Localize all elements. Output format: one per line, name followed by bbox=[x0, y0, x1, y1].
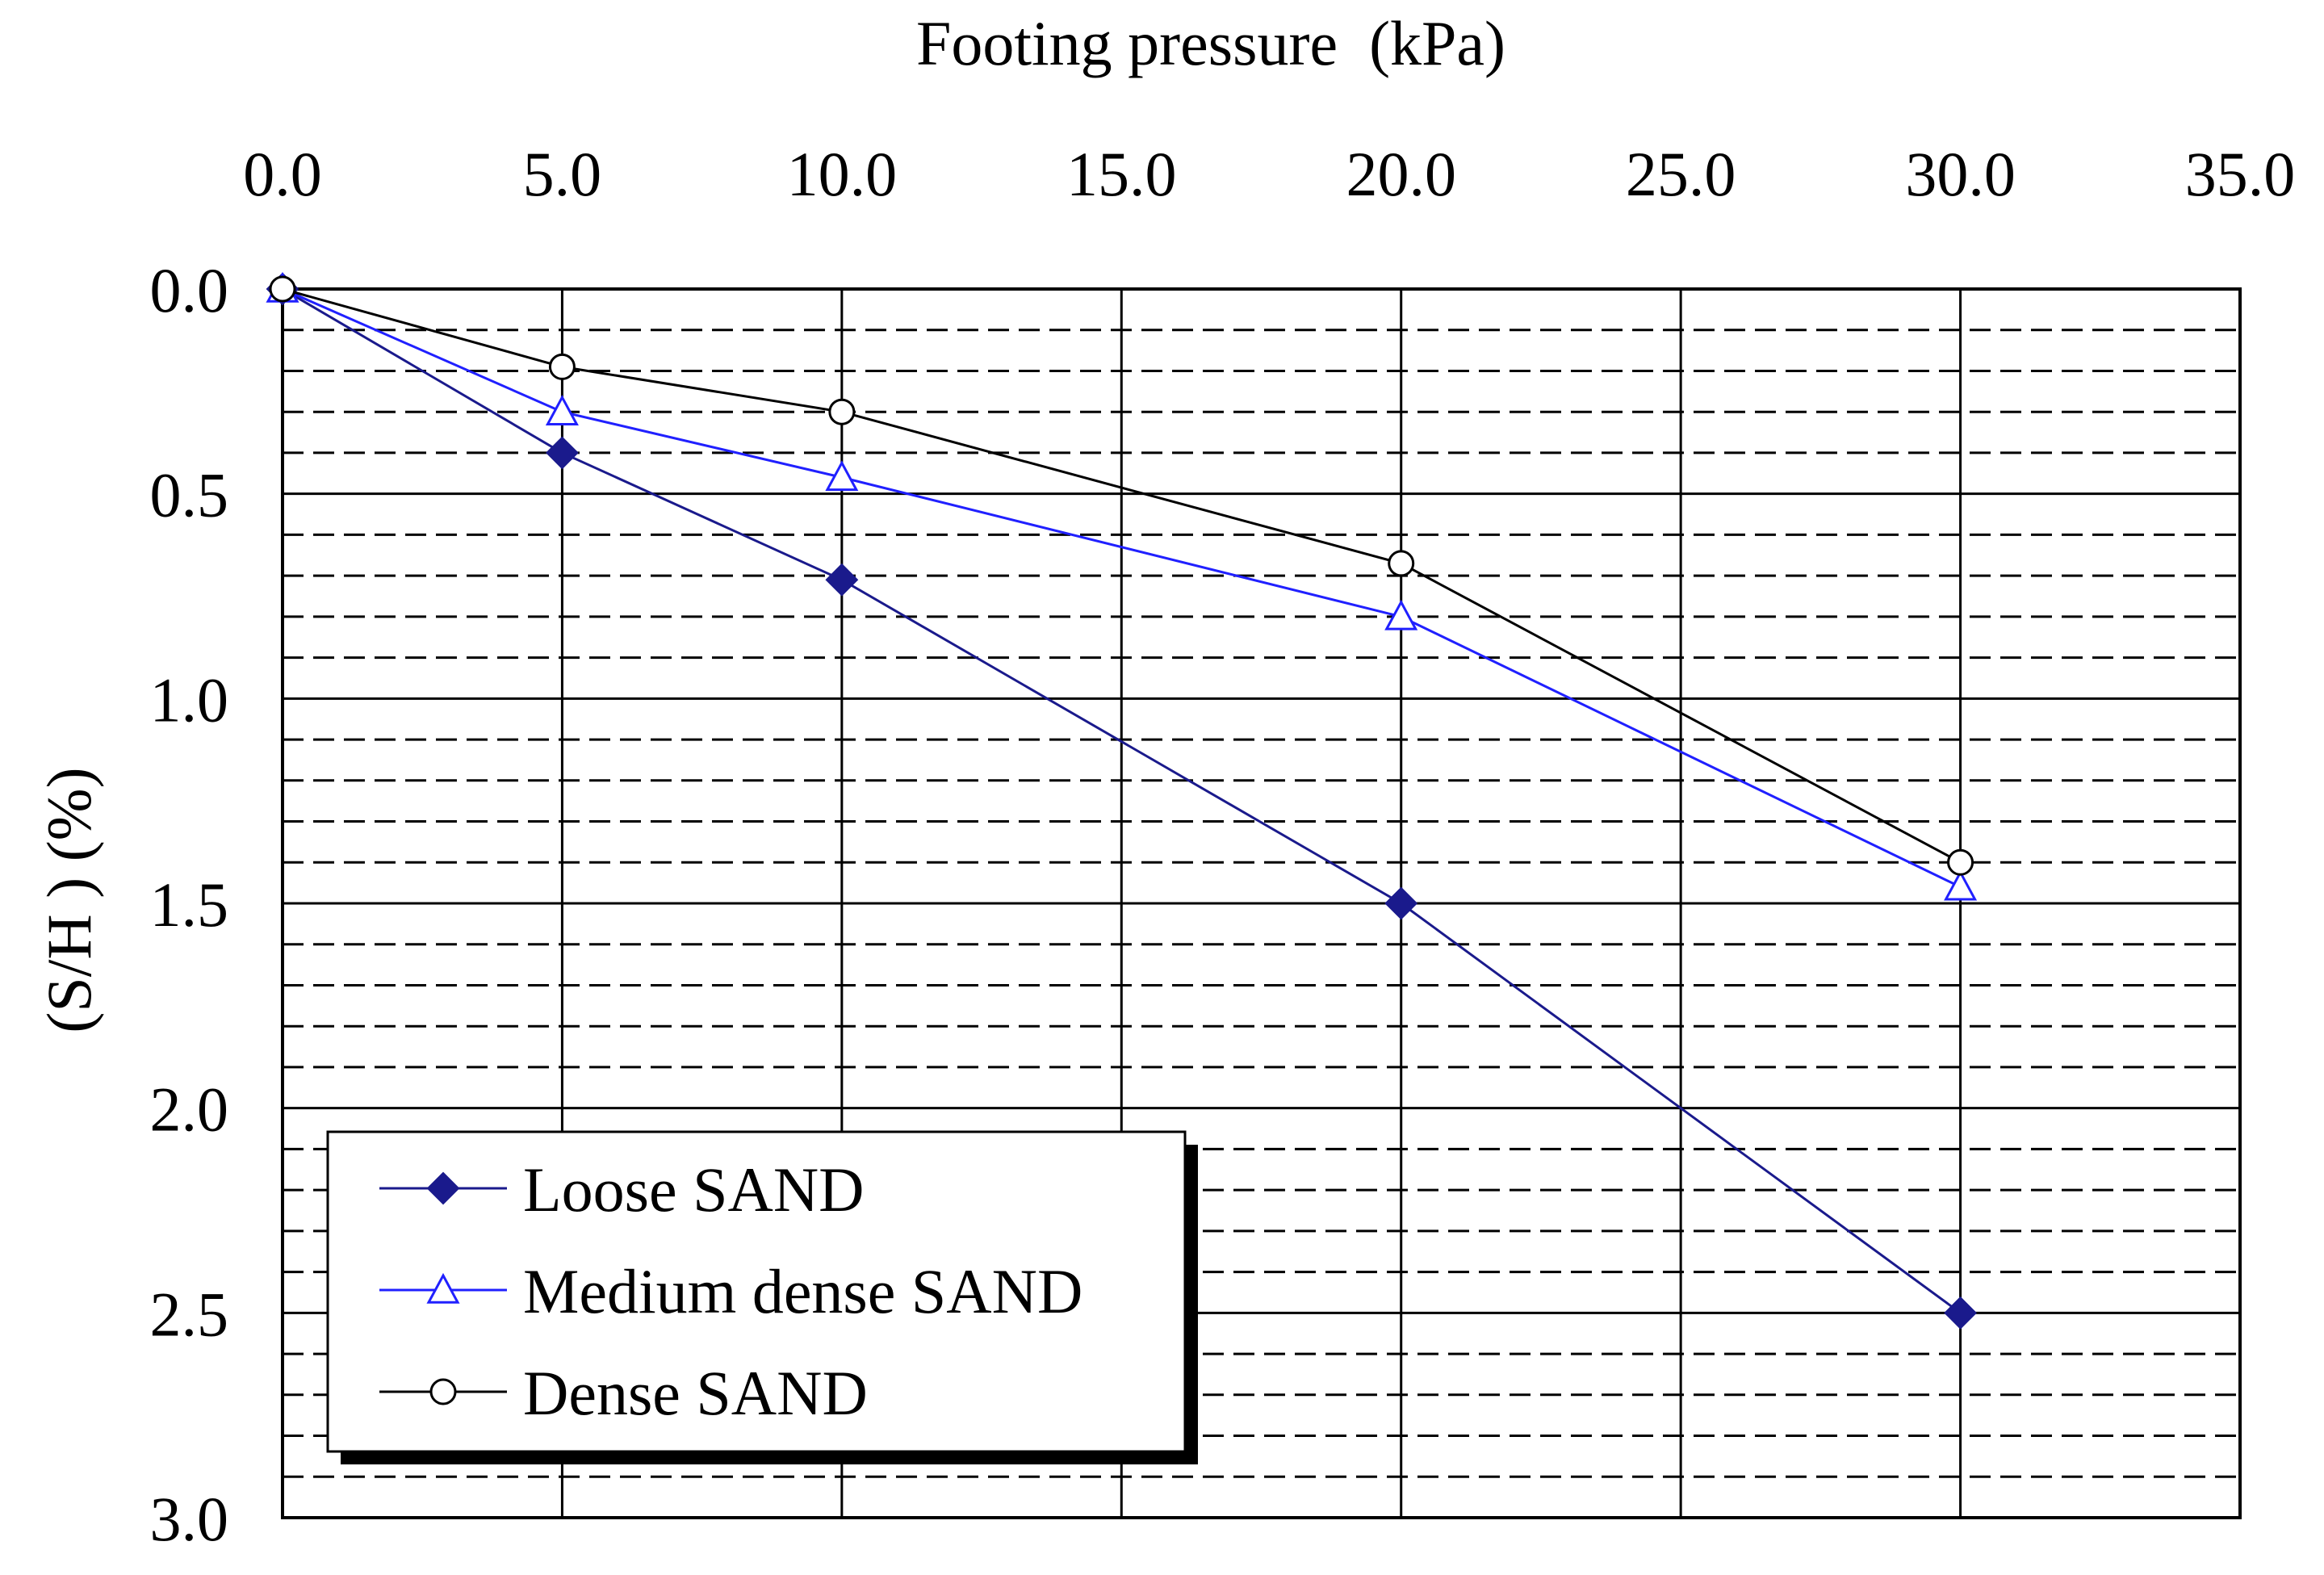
legend-label: Loose SAND bbox=[523, 1154, 865, 1225]
data-point bbox=[825, 460, 859, 492]
legend-item: Dense SAND bbox=[379, 1358, 868, 1428]
x-tick-labels: 0.0 5.0 10.0 15.0 20.0 25.0 30.0 35.0 bbox=[243, 139, 2295, 209]
plot-frame bbox=[281, 287, 2242, 1519]
data-point bbox=[269, 275, 296, 303]
y-tick-label: 2.5 bbox=[150, 1279, 229, 1349]
x-tick-label: 30.0 bbox=[1905, 139, 2016, 209]
y-tick-label: 3.0 bbox=[150, 1484, 229, 1554]
data-point bbox=[1944, 1296, 1977, 1330]
series-loose-sand bbox=[266, 272, 1977, 1330]
y-tick-label: 1.5 bbox=[150, 869, 229, 940]
legend-item: Loose SAND bbox=[379, 1154, 865, 1225]
data-point bbox=[825, 563, 859, 597]
x-tick-label: 5.0 bbox=[523, 139, 602, 209]
x-tick-label: 10.0 bbox=[787, 139, 898, 209]
data-point bbox=[828, 398, 856, 425]
data-point bbox=[546, 436, 579, 470]
y-axis-title: (S/H ) (%) bbox=[34, 767, 104, 1033]
legend-marker bbox=[426, 1171, 460, 1205]
x-axis-title: Footing pressure (kPa) bbox=[916, 8, 1505, 78]
legend-item: Medium dense SAND bbox=[379, 1256, 1082, 1326]
series-dense-sand bbox=[269, 275, 1974, 876]
x-tick-label: 0.0 bbox=[243, 139, 322, 209]
data-point bbox=[545, 395, 579, 425]
x-tick-label: 35.0 bbox=[2185, 139, 2296, 209]
data-point bbox=[1384, 599, 1418, 630]
y-tick-label: 1.0 bbox=[150, 664, 229, 735]
legend-marker bbox=[429, 1378, 457, 1405]
data-point bbox=[1388, 550, 1415, 577]
y-tick-label: 0.0 bbox=[150, 255, 229, 325]
legend-box bbox=[326, 1130, 1187, 1453]
y-tick-label: 0.5 bbox=[150, 460, 229, 530]
data-point bbox=[1947, 848, 1974, 876]
series-layer bbox=[266, 271, 1978, 1330]
y-tick-label: 2.0 bbox=[150, 1074, 229, 1145]
data-point bbox=[1944, 869, 1978, 901]
data-point bbox=[548, 353, 576, 380]
legend-label: Dense SAND bbox=[523, 1358, 868, 1428]
data-point bbox=[1384, 886, 1418, 920]
legend-marker bbox=[426, 1272, 460, 1304]
y-tick-labels: 0.0 0.5 1.0 1.5 2.0 2.5 3.0 bbox=[150, 255, 229, 1554]
x-tick-label: 25.0 bbox=[1626, 139, 1736, 209]
legend: Loose SAND Medium dense SAND Dense SAND bbox=[326, 1130, 1198, 1464]
x-tick-label: 15.0 bbox=[1066, 139, 1177, 209]
x-tick-label: 20.0 bbox=[1346, 139, 1456, 209]
legend-label: Medium dense SAND bbox=[523, 1256, 1082, 1326]
